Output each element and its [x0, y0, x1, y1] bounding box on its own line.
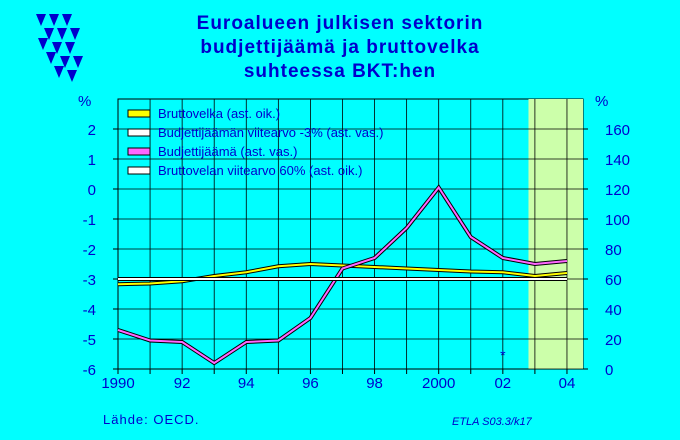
left-tick-label: -2: [83, 242, 96, 259]
legend-label: Budjettijäämä (ast. vas.): [158, 144, 297, 159]
x-tick-label: 1990: [101, 375, 134, 392]
left-tick-label: 0: [88, 182, 96, 199]
source-note: Lähde: OECD.: [103, 412, 200, 427]
series-line-3: [117, 185, 568, 365]
forecast-band: [528, 99, 583, 369]
legend-label: Bruttovelka (ast. oik.): [158, 106, 280, 121]
legend-label: Budjettijäämän viitearvo -3% (ast. vas.): [158, 125, 383, 140]
left-axis-unit: %: [78, 93, 91, 110]
right-tick-label: 20: [605, 332, 622, 349]
right-tick-label: 80: [605, 242, 622, 259]
etla-triangles-logo-icon: [36, 14, 83, 82]
x-tick-label: 96: [302, 375, 319, 392]
right-tick-label: 140: [605, 152, 630, 169]
left-tick-label: -5: [83, 332, 96, 349]
left-tick-label: 1: [88, 152, 96, 169]
x-tick-label: 98: [366, 375, 383, 392]
right-tick-label: 60: [605, 272, 622, 289]
right-tick-label: 120: [605, 182, 630, 199]
x-tick-label: 2000: [422, 375, 455, 392]
right-tick-label: 160: [605, 122, 630, 139]
x-tick-label: 92: [174, 375, 191, 392]
chart-title-line-2: budjettijäämä ja bruttovelka: [200, 37, 480, 58]
left-tick-label: -3: [83, 272, 96, 289]
right-tick-label: 40: [605, 302, 622, 319]
right-axis-unit: %: [595, 93, 608, 110]
left-tick-label: -6: [83, 362, 96, 379]
legend-swatch: [127, 166, 151, 175]
left-tick-label: 2: [88, 122, 96, 139]
chart-title-line-3: suhteessa BKT:hen: [243, 61, 437, 82]
legend-label: Bruttovelan viitearvo 60% (ast. oik.): [158, 163, 362, 178]
left-tick-label: -1: [83, 212, 96, 229]
chart-code: ETLA S03.3/k17: [452, 416, 532, 428]
legend-swatch: [127, 147, 151, 156]
right-tick-label: 0: [605, 362, 613, 379]
legend-swatch: [127, 109, 151, 118]
legend-swatch: [127, 128, 151, 137]
x-tick-label: 04: [559, 375, 576, 392]
x-tick-label: 94: [238, 375, 255, 392]
left-tick-label: -4: [83, 302, 96, 319]
right-tick-label: 100: [605, 212, 630, 229]
chart-title-line-1: Euroalueen julkisen sektorin: [196, 13, 484, 34]
x-tick-label: 02: [494, 375, 511, 392]
asterisk-annotation: *: [500, 347, 506, 363]
